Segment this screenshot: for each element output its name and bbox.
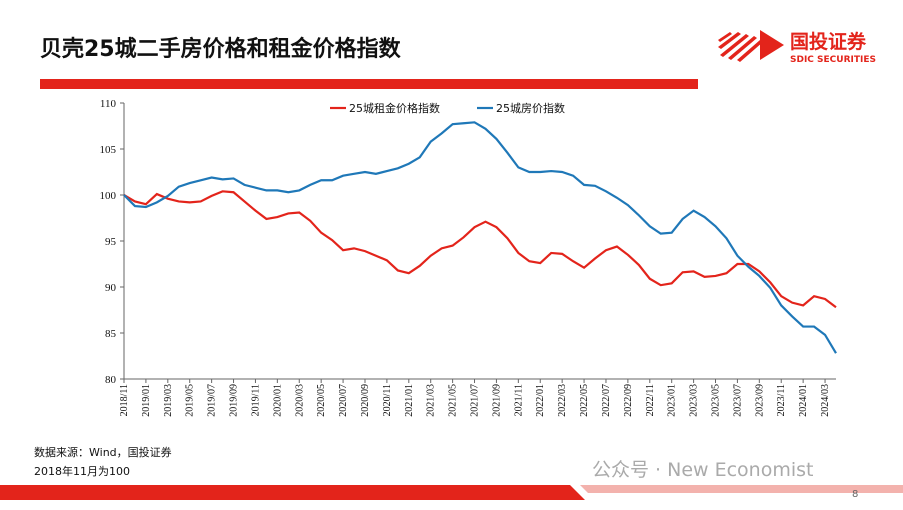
x-tick-label: 2024/01 <box>798 384 809 417</box>
x-tick-label: 2022/01 <box>535 384 546 417</box>
x-tick-label: 2020/01 <box>272 384 283 417</box>
watermark: 公众号 · New Economist <box>592 459 813 481</box>
x-tick-label: 2023/11 <box>776 384 787 416</box>
line-series <box>123 121 837 354</box>
x-tick-label: 2019/07 <box>207 384 218 417</box>
x-tick-label: 2021/01 <box>404 384 415 417</box>
x-tick-label: 2019/01 <box>141 384 152 417</box>
x-tick-label: 2022/11 <box>645 384 656 416</box>
x-tick-label: 2020/07 <box>338 384 349 417</box>
chart: 80 85 90 95 100 105 110 2018/11 2019/01 2019/03 20… <box>100 98 837 417</box>
legend-label: 25城房价指数 <box>496 101 565 115</box>
footer-stripe <box>0 485 585 500</box>
x-tick-label: 2019/05 <box>185 384 196 417</box>
x-tick-label: 2022/07 <box>601 384 612 417</box>
source-note: 数据来源：Wind，国投证券 <box>34 445 172 459</box>
x-tick-label: 2022/09 <box>623 384 634 417</box>
logo-subtext: SDIC SECURITIES <box>790 55 876 65</box>
logo-text: 国投证券 <box>790 30 867 53</box>
x-tick-label: 2020/05 <box>316 384 327 417</box>
x-tick-label: 2021/07 <box>470 384 481 417</box>
x-tick-label: 2024/03 <box>820 384 831 417</box>
y-tick-label: 105 <box>100 144 117 156</box>
x-tick-label: 2020/09 <box>360 384 371 417</box>
x-tick-label: 2022/03 <box>557 384 568 417</box>
x-tick-label: 2023/05 <box>711 384 722 417</box>
legend-label: 25城租金价格指数 <box>349 101 440 115</box>
x-tick-label: 2023/03 <box>689 384 700 417</box>
x-tick-label: 2021/11 <box>513 384 524 416</box>
title-bar <box>40 79 698 89</box>
logo-icon <box>718 30 784 62</box>
y-tick-label: 100 <box>100 190 117 202</box>
x-tick-label: 2020/03 <box>294 384 305 417</box>
y-tick-label: 80 <box>105 374 117 386</box>
x-tick-label: 2019/03 <box>163 384 174 417</box>
x-tick-label: 2021/05 <box>448 384 459 417</box>
page-number: 8 <box>852 489 858 500</box>
line-series <box>123 190 837 309</box>
y-tick-label: 110 <box>100 98 117 110</box>
x-tick-label: 2021/03 <box>426 384 437 417</box>
footer-stripe-light <box>580 485 903 493</box>
x-tick-label: 2023/09 <box>754 384 765 417</box>
x-tick-label: 2023/01 <box>667 384 678 417</box>
x-tick-label: 2019/11 <box>250 384 261 416</box>
x-tick-label: 2021/09 <box>491 384 502 417</box>
y-tick-label: 95 <box>105 236 117 248</box>
y-tick-label: 85 <box>105 328 117 340</box>
x-tick-label: 2022/05 <box>579 384 590 417</box>
base-note: 2018年11月为100 <box>34 464 130 478</box>
x-tick-label: 2018/11 <box>119 384 130 416</box>
x-tick-label: 2023/07 <box>732 384 743 417</box>
x-tick-label: 2020/11 <box>382 384 393 416</box>
y-tick-label: 90 <box>105 282 117 294</box>
x-tick-label: 2019/09 <box>229 384 240 417</box>
slide-title: 贝壳25城二手房价格和租金价格指数 <box>40 36 402 62</box>
